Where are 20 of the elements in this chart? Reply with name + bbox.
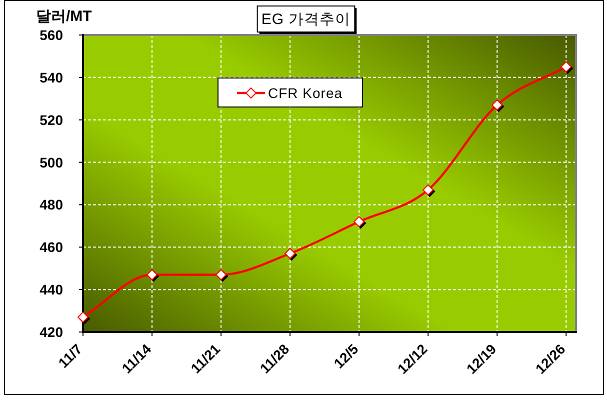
chart-title: EG 가격추이 (261, 11, 351, 28)
point (354, 216, 365, 228)
point (492, 100, 503, 111)
y-tick-label: 440 (40, 282, 64, 298)
legend: CFR Korea (218, 78, 364, 108)
y-tick-label: 460 (40, 239, 64, 256)
point (422, 184, 434, 196)
point (78, 312, 88, 323)
y-axis-title: 달러/MT (36, 8, 92, 25)
y-tick-label: 520 (40, 112, 64, 128)
point (284, 248, 296, 260)
y-tick-label: 560 (40, 27, 64, 43)
y-tick-label: 540 (40, 69, 64, 86)
point (216, 269, 227, 280)
y-tick-label: 500 (40, 154, 64, 170)
legend-label: CFR Korea (268, 85, 343, 101)
y-tick-label: 420 (40, 324, 64, 340)
y-tick-label: 480 (40, 196, 64, 213)
point (146, 269, 158, 280)
point (560, 61, 572, 72)
